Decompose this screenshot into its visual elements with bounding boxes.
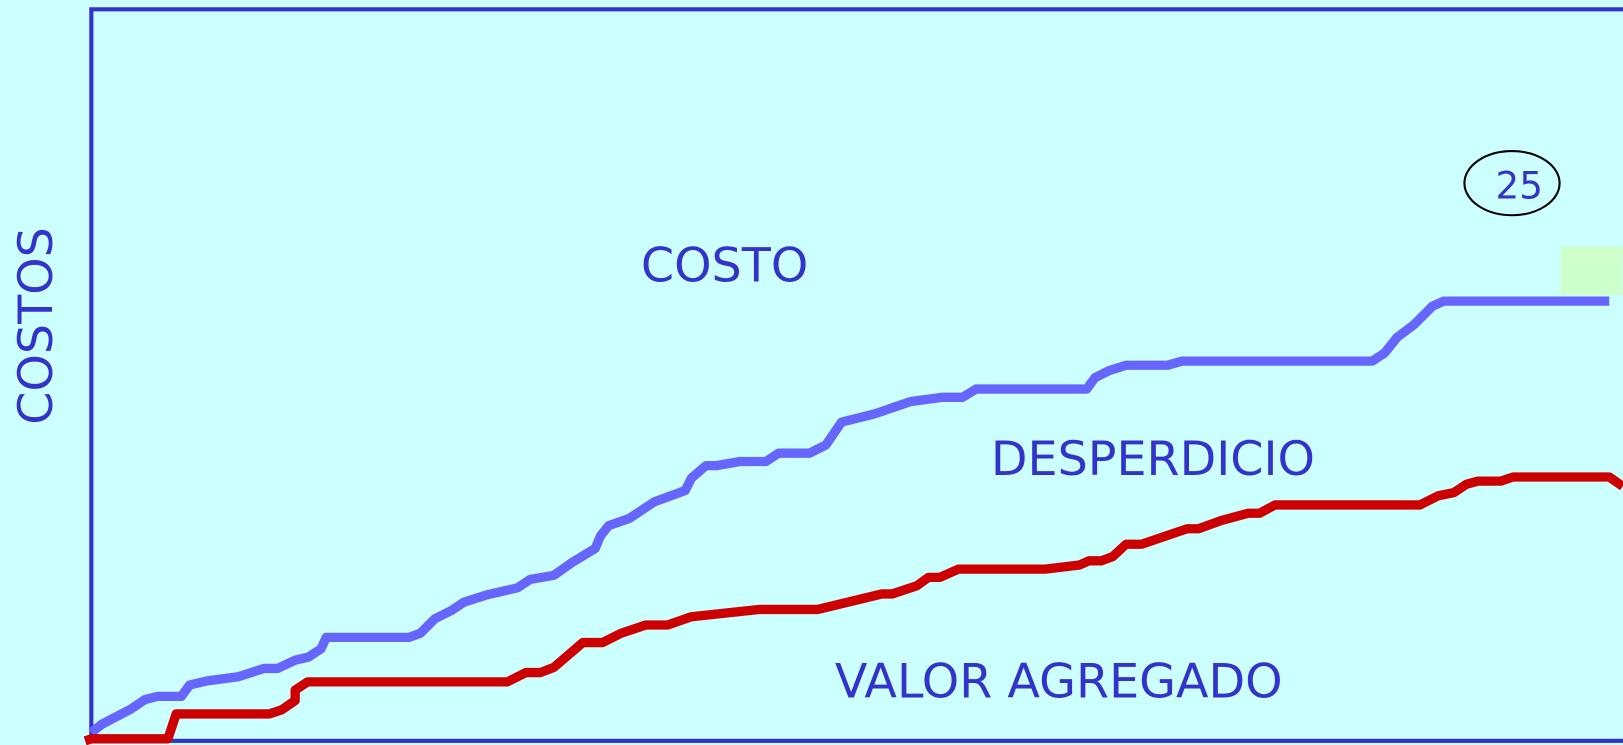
- waste-label: DESPERDICIO: [991, 432, 1315, 487]
- y-axis-label: COSTOS: [9, 227, 64, 425]
- cost-label: COSTO: [641, 238, 808, 293]
- frame: [89, 7, 1623, 743]
- cost-line: [88, 296, 1610, 737]
- green-patch: [1560, 246, 1623, 295]
- slide-number-ellipse: [1463, 150, 1561, 217]
- value-added-label: VALOR AGREGADO: [835, 654, 1283, 709]
- slide-number: 25: [1496, 164, 1543, 208]
- value-added-line: [83, 472, 1623, 745]
